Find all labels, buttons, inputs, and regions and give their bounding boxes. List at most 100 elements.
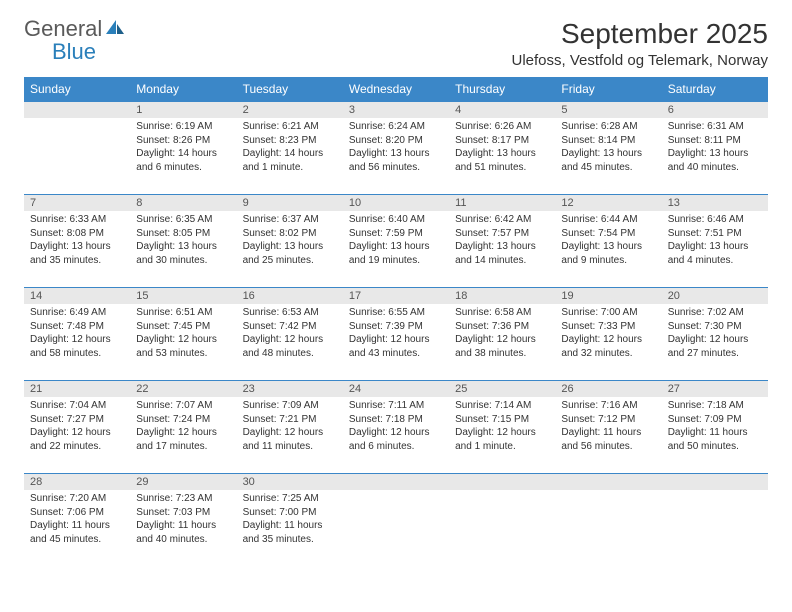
- day-number: 7: [24, 195, 130, 211]
- daylight-text: Daylight: 13 hours and 25 minutes.: [243, 240, 337, 267]
- day-number: 9: [237, 195, 343, 211]
- daylight-text: Daylight: 14 hours and 6 minutes.: [136, 147, 230, 174]
- sunrise-text: Sunrise: 6:37 AM: [243, 213, 337, 227]
- daylight-text: Daylight: 13 hours and 19 minutes.: [349, 240, 443, 267]
- sunrise-text: Sunrise: 6:31 AM: [668, 120, 762, 134]
- day-cell: [555, 474, 661, 567]
- daylight-text: Daylight: 11 hours and 50 minutes.: [668, 426, 762, 453]
- sunrise-text: Sunrise: 7:14 AM: [455, 399, 549, 413]
- sunset-text: Sunset: 8:11 PM: [668, 134, 762, 148]
- day-details: Sunrise: 6:53 AMSunset: 7:42 PMDaylight:…: [237, 304, 343, 362]
- day-cell: 1Sunrise: 6:19 AMSunset: 8:26 PMDaylight…: [130, 102, 236, 195]
- day-details: Sunrise: 6:26 AMSunset: 8:17 PMDaylight:…: [449, 118, 555, 176]
- day-details: Sunrise: 6:35 AMSunset: 8:05 PMDaylight:…: [130, 211, 236, 269]
- day-number: 2: [237, 102, 343, 118]
- day-details: Sunrise: 7:02 AMSunset: 7:30 PMDaylight:…: [662, 304, 768, 362]
- day-cell: 21Sunrise: 7:04 AMSunset: 7:27 PMDayligh…: [24, 381, 130, 474]
- day-number: 28: [24, 474, 130, 490]
- sunset-text: Sunset: 7:42 PM: [243, 320, 337, 334]
- daylight-text: Daylight: 12 hours and 22 minutes.: [30, 426, 124, 453]
- day-header-cell: Tuesday: [237, 77, 343, 102]
- day-cell: 4Sunrise: 6:26 AMSunset: 8:17 PMDaylight…: [449, 102, 555, 195]
- day-cell: 22Sunrise: 7:07 AMSunset: 7:24 PMDayligh…: [130, 381, 236, 474]
- day-cell: 25Sunrise: 7:14 AMSunset: 7:15 PMDayligh…: [449, 381, 555, 474]
- day-header-cell: Thursday: [449, 77, 555, 102]
- day-number: 30: [237, 474, 343, 490]
- sunset-text: Sunset: 8:20 PM: [349, 134, 443, 148]
- day-details: Sunrise: 6:24 AMSunset: 8:20 PMDaylight:…: [343, 118, 449, 176]
- sunrise-text: Sunrise: 6:49 AM: [30, 306, 124, 320]
- sunset-text: Sunset: 7:39 PM: [349, 320, 443, 334]
- sunrise-text: Sunrise: 7:11 AM: [349, 399, 443, 413]
- day-cell: 19Sunrise: 7:00 AMSunset: 7:33 PMDayligh…: [555, 288, 661, 381]
- day-number: 14: [24, 288, 130, 304]
- day-header-cell: Monday: [130, 77, 236, 102]
- daylight-text: Daylight: 12 hours and 6 minutes.: [349, 426, 443, 453]
- sunset-text: Sunset: 7:24 PM: [136, 413, 230, 427]
- day-details: Sunrise: 7:20 AMSunset: 7:06 PMDaylight:…: [24, 490, 130, 548]
- day-details: Sunrise: 6:49 AMSunset: 7:48 PMDaylight:…: [24, 304, 130, 362]
- sunset-text: Sunset: 7:21 PM: [243, 413, 337, 427]
- day-details: Sunrise: 6:19 AMSunset: 8:26 PMDaylight:…: [130, 118, 236, 176]
- day-cell: 28Sunrise: 7:20 AMSunset: 7:06 PMDayligh…: [24, 474, 130, 567]
- day-cell: 12Sunrise: 6:44 AMSunset: 7:54 PMDayligh…: [555, 195, 661, 288]
- week-row: 14Sunrise: 6:49 AMSunset: 7:48 PMDayligh…: [24, 288, 768, 381]
- week-row: 1Sunrise: 6:19 AMSunset: 8:26 PMDaylight…: [24, 102, 768, 195]
- day-number: 1: [130, 102, 236, 118]
- day-details: Sunrise: 7:04 AMSunset: 7:27 PMDaylight:…: [24, 397, 130, 455]
- day-number: 8: [130, 195, 236, 211]
- day-header-cell: Friday: [555, 77, 661, 102]
- day-number: 26: [555, 381, 661, 397]
- day-number: 12: [555, 195, 661, 211]
- day-cell: 27Sunrise: 7:18 AMSunset: 7:09 PMDayligh…: [662, 381, 768, 474]
- day-header-row: SundayMondayTuesdayWednesdayThursdayFrid…: [24, 77, 768, 102]
- daylight-text: Daylight: 12 hours and 58 minutes.: [30, 333, 124, 360]
- day-details: Sunrise: 7:23 AMSunset: 7:03 PMDaylight:…: [130, 490, 236, 548]
- daylight-text: Daylight: 12 hours and 32 minutes.: [561, 333, 655, 360]
- location: Ulefoss, Vestfold og Telemark, Norway: [511, 52, 768, 69]
- day-cell: [343, 474, 449, 567]
- sunset-text: Sunset: 7:15 PM: [455, 413, 549, 427]
- day-cell: 2Sunrise: 6:21 AMSunset: 8:23 PMDaylight…: [237, 102, 343, 195]
- day-details: Sunrise: 7:11 AMSunset: 7:18 PMDaylight:…: [343, 397, 449, 455]
- sunrise-text: Sunrise: 7:25 AM: [243, 492, 337, 506]
- sunset-text: Sunset: 7:09 PM: [668, 413, 762, 427]
- daylight-text: Daylight: 12 hours and 38 minutes.: [455, 333, 549, 360]
- daylight-text: Daylight: 12 hours and 27 minutes.: [668, 333, 762, 360]
- day-header-cell: Wednesday: [343, 77, 449, 102]
- day-number: 4: [449, 102, 555, 118]
- sunrise-text: Sunrise: 6:35 AM: [136, 213, 230, 227]
- day-details: Sunrise: 6:37 AMSunset: 8:02 PMDaylight:…: [237, 211, 343, 269]
- sunset-text: Sunset: 7:36 PM: [455, 320, 549, 334]
- day-cell: [449, 474, 555, 567]
- week-row: 21Sunrise: 7:04 AMSunset: 7:27 PMDayligh…: [24, 381, 768, 474]
- day-number: 10: [343, 195, 449, 211]
- daylight-text: Daylight: 13 hours and 40 minutes.: [668, 147, 762, 174]
- daylight-text: Daylight: 13 hours and 4 minutes.: [668, 240, 762, 267]
- week-row: 7Sunrise: 6:33 AMSunset: 8:08 PMDaylight…: [24, 195, 768, 288]
- day-cell: 18Sunrise: 6:58 AMSunset: 7:36 PMDayligh…: [449, 288, 555, 381]
- sunrise-text: Sunrise: 7:20 AM: [30, 492, 124, 506]
- daylight-text: Daylight: 13 hours and 35 minutes.: [30, 240, 124, 267]
- sunrise-text: Sunrise: 6:51 AM: [136, 306, 230, 320]
- sunset-text: Sunset: 7:59 PM: [349, 227, 443, 241]
- sunrise-text: Sunrise: 6:44 AM: [561, 213, 655, 227]
- sunset-text: Sunset: 7:18 PM: [349, 413, 443, 427]
- day-number: 20: [662, 288, 768, 304]
- sunset-text: Sunset: 7:03 PM: [136, 506, 230, 520]
- sunrise-text: Sunrise: 7:07 AM: [136, 399, 230, 413]
- logo: General Blue: [24, 18, 126, 64]
- day-number: 22: [130, 381, 236, 397]
- day-number-empty: [555, 474, 661, 490]
- day-header-cell: Sunday: [24, 77, 130, 102]
- sunrise-text: Sunrise: 6:58 AM: [455, 306, 549, 320]
- sunset-text: Sunset: 8:17 PM: [455, 134, 549, 148]
- daylight-text: Daylight: 13 hours and 45 minutes.: [561, 147, 655, 174]
- day-number: 21: [24, 381, 130, 397]
- day-cell: 17Sunrise: 6:55 AMSunset: 7:39 PMDayligh…: [343, 288, 449, 381]
- day-number: 25: [449, 381, 555, 397]
- sunset-text: Sunset: 8:05 PM: [136, 227, 230, 241]
- daylight-text: Daylight: 11 hours and 45 minutes.: [30, 519, 124, 546]
- calendar-table: SundayMondayTuesdayWednesdayThursdayFrid…: [24, 77, 768, 566]
- day-cell: 9Sunrise: 6:37 AMSunset: 8:02 PMDaylight…: [237, 195, 343, 288]
